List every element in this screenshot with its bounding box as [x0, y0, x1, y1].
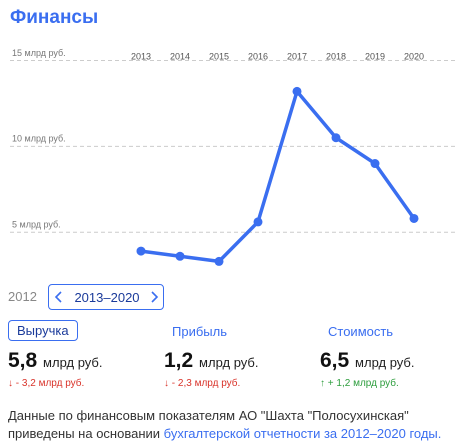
footer-link[interactable]: бухгалтерской отчетности за 2012–2020 го… — [163, 426, 442, 441]
chart: 5 млрд руб. 10 млрд руб. 15 млрд руб. 2013 2… — [10, 48, 455, 266]
chevrons — [54, 291, 159, 303]
metric-change: ↓ - 3,2 млрд руб. — [8, 378, 85, 389]
x-tick-label: 2020 — [404, 51, 424, 61]
point — [175, 251, 185, 261]
point — [253, 217, 263, 227]
current-period: 2013–2020 — [74, 290, 140, 305]
y-tick-label: 10 млрд руб. — [12, 134, 66, 144]
point — [331, 133, 341, 143]
x-tick-label: 2015 — [209, 51, 229, 61]
y-tick-label: 5 млрд руб. — [12, 220, 61, 230]
metric-number: 5,8 — [8, 349, 38, 372]
point — [136, 246, 146, 256]
footer-text: Данные по финансовым показателям АО "Шах… — [8, 408, 409, 441]
metric-change: ↑ + 1,2 млрд руб. — [320, 378, 399, 389]
metric-value: 1,2 млрд руб. — [164, 349, 259, 373]
x-tick-label: 2016 — [248, 51, 268, 61]
metric-number: 6,5 — [320, 349, 350, 372]
metric-number: 1,2 — [164, 349, 194, 372]
metric-unit: млрд руб. — [43, 355, 103, 370]
metric-tab[interactable]: Прибыль — [172, 324, 227, 339]
metric-tab[interactable]: Выручка — [8, 320, 78, 341]
point — [214, 256, 224, 266]
line — [140, 89, 416, 264]
metric-unit: млрд руб. — [355, 355, 415, 370]
metric-value: 6,5 млрд руб. — [320, 349, 415, 373]
x-tick-label: 2013 — [131, 51, 151, 61]
previous-period[interactable]: 2012 — [8, 289, 37, 304]
y-tick-label: 15 млрд руб. — [12, 48, 66, 58]
point — [409, 213, 419, 223]
period-selector[interactable] — [48, 284, 164, 310]
title: Финансы — [10, 7, 99, 28]
x-tick-label: 2017 — [287, 51, 307, 61]
metric-tab[interactable]: Стоимость — [328, 324, 394, 339]
point — [370, 159, 380, 169]
point — [292, 86, 302, 96]
metric-unit: млрд руб. — [199, 355, 259, 370]
metric-change: ↓ - 2,3 млрд руб. — [164, 378, 241, 389]
footer: Данные по финансовым показателям АО "Шах… — [8, 407, 460, 443]
x-tick-label: 2018 — [326, 51, 346, 61]
metric-value: 5,8 млрд руб. — [8, 349, 103, 373]
x-tick-label: 2014 — [170, 51, 190, 61]
x-tick-label: 2019 — [365, 51, 385, 61]
